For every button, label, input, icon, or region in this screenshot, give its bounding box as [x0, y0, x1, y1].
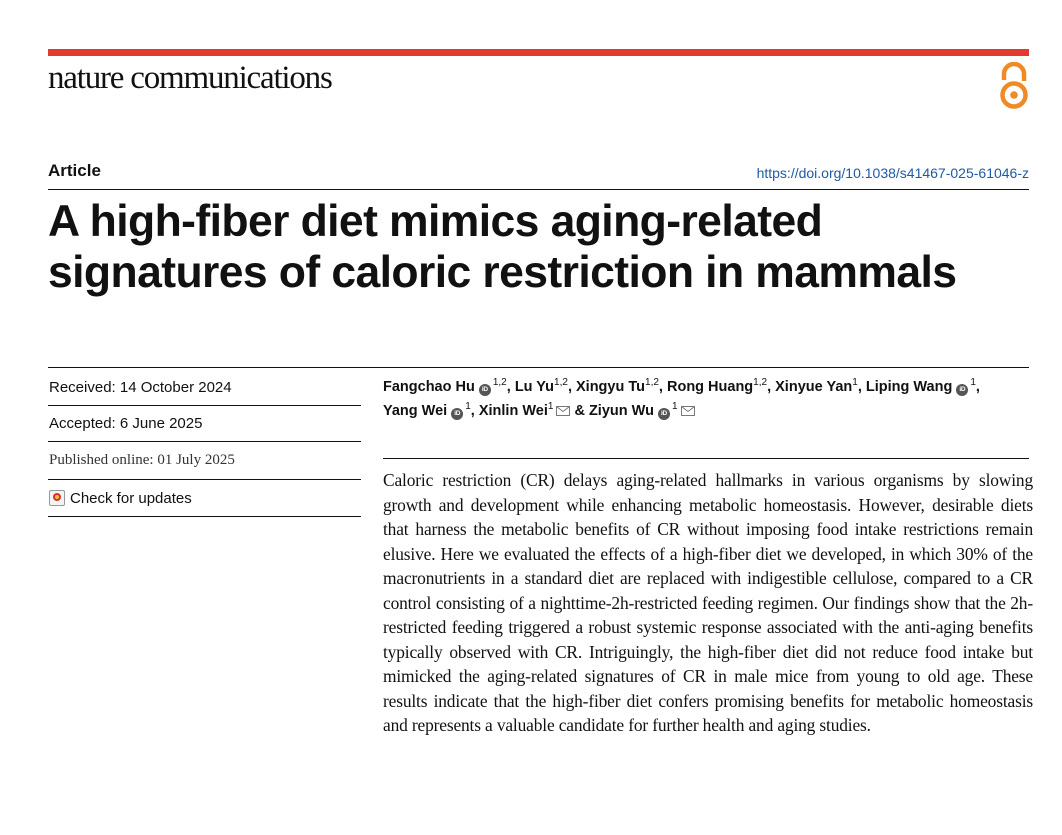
check-for-updates-icon [49, 490, 65, 506]
author-name: Xingyu Tu [576, 379, 646, 395]
author-name: Fangchao Hu [383, 379, 475, 395]
author-separator: , [470, 403, 479, 419]
affiliation-marker[interactable]: 1 [852, 377, 858, 388]
email-icon[interactable] [680, 406, 695, 416]
article-title: A high-fiber diet mimics aging-related s… [48, 197, 957, 297]
author-list: Fangchao Hu iD1,2, Lu Yu1,2, Xingyu Tu1,2… [383, 375, 1023, 423]
date-divider [48, 405, 361, 406]
author-item[interactable]: Fangchao Hu iD1,2 [383, 377, 507, 396]
author-separator: , [567, 379, 576, 395]
check-for-updates-label: Check for updates [70, 490, 192, 507]
orcid-icon[interactable]: iD [451, 408, 464, 420]
orcid-icon[interactable]: iD [657, 408, 670, 420]
author-item[interactable]: Xingyu Tu1,2 [576, 377, 659, 396]
abstract-divider [383, 458, 1029, 459]
metadata-divider [48, 367, 1029, 368]
author-separator: , [506, 379, 515, 395]
author-name: Liping Wang [865, 379, 953, 395]
open-access-icon [1000, 62, 1028, 109]
accepted-date: Accepted: 6 June 2025 [49, 415, 203, 432]
author-item[interactable]: Rong Huang1,2 [666, 377, 768, 396]
author-item[interactable]: Xinlin Wei1 [478, 401, 571, 419]
author-name: Ziyun Wu [588, 403, 654, 419]
author-separator: , [975, 379, 980, 395]
date-divider [48, 479, 361, 480]
author-separator: , [857, 379, 866, 395]
author-name: Rong Huang [666, 379, 754, 395]
title-divider [48, 189, 1029, 190]
published-date: Published online: 01 July 2025 [49, 452, 235, 468]
author-name: Xinlin Wei [478, 403, 548, 419]
affiliation-marker[interactable]: 1 [465, 401, 471, 412]
author-item[interactable]: Ziyun Wu iD1 [588, 401, 695, 420]
date-divider [48, 516, 361, 517]
doi-link[interactable]: https://doi.org/10.1038/s41467-025-61046… [756, 165, 1029, 181]
abstract: Caloric restriction (CR) delays aging-re… [383, 470, 1033, 735]
author-name: Yang Wei [383, 403, 448, 419]
check-for-updates[interactable]: Check for updates [49, 490, 192, 507]
author-item[interactable]: Lu Yu1,2 [514, 377, 568, 396]
orcid-icon[interactable]: iD [956, 384, 969, 396]
affiliation-marker[interactable]: 1,2 [554, 377, 568, 388]
journal-name[interactable]: nature communications [48, 60, 333, 96]
author-item[interactable]: Liping Wang iD1 [865, 377, 976, 396]
orcid-icon[interactable]: iD [478, 384, 491, 396]
article-type: Article [48, 161, 101, 180]
author-item[interactable]: Xinyue Yan1 [775, 377, 858, 396]
email-icon[interactable] [556, 406, 571, 416]
date-divider [48, 441, 361, 442]
author-name: Lu Yu [514, 379, 555, 395]
affiliation-marker[interactable]: 1 [671, 401, 678, 412]
header-accent-bar [48, 49, 1029, 56]
author-separator: & [570, 403, 589, 419]
affiliation-marker[interactable]: 1 [547, 401, 554, 412]
affiliation-marker[interactable]: 1,2 [492, 377, 507, 388]
author-separator: , [658, 379, 667, 395]
affiliation-marker[interactable]: 1 [970, 377, 976, 388]
affiliation-marker[interactable]: 1,2 [753, 377, 768, 388]
author-name: Xinyue Yan [775, 379, 853, 395]
author-item[interactable]: Yang Wei iD1 [383, 401, 471, 420]
received-date: Received: 14 October 2024 [49, 379, 232, 396]
author-separator: , [767, 379, 776, 395]
affiliation-marker[interactable]: 1,2 [645, 377, 659, 388]
